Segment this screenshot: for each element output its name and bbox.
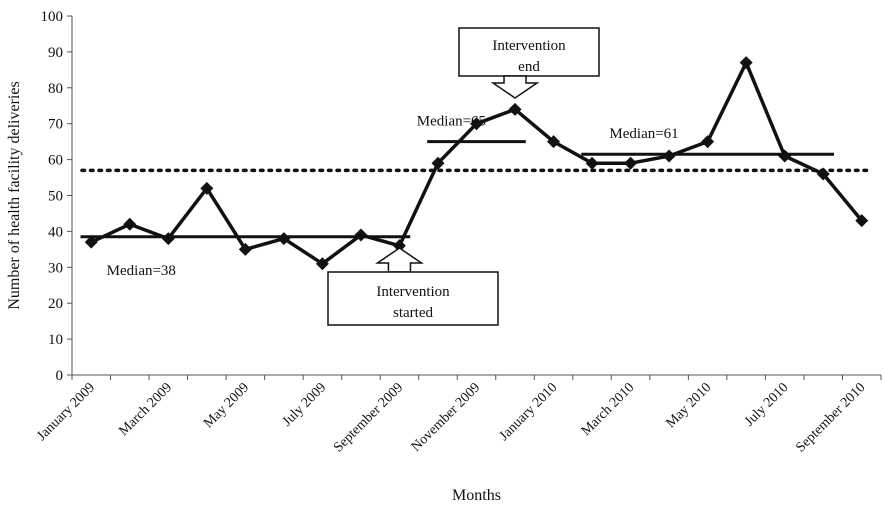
- y-tick-label: 10: [48, 332, 63, 348]
- x-tick-label: January 2010: [497, 380, 561, 444]
- data-point: [200, 181, 214, 195]
- y-tick-label: 20: [48, 296, 63, 312]
- x-tick-label: July 2010: [742, 380, 791, 429]
- x-axis: January 2009 March 2009 May 2009 July 2009 S…: [34, 374, 882, 455]
- callout-text: started: [393, 305, 433, 321]
- x-tick-label: May 2010: [663, 380, 714, 431]
- x-axis-title: Months: [452, 487, 501, 504]
- x-tick-label: January 2009: [34, 380, 98, 444]
- data-point: [508, 102, 522, 116]
- x-tick-label: September 2010: [793, 380, 868, 455]
- y-axis-title: Number of health facility deliveries: [6, 81, 23, 309]
- intervention-end-callout: Intervention end: [458, 27, 600, 99]
- data-point: [855, 214, 869, 228]
- down-arrow: [490, 75, 540, 99]
- callout-box: [327, 271, 499, 326]
- data-point: [123, 217, 137, 231]
- y-tick-label: 30: [48, 260, 63, 276]
- data-point: [431, 156, 445, 170]
- y-tick-label: 80: [48, 81, 63, 97]
- median-label: Median=38: [107, 263, 176, 279]
- y-tick-label: 50: [48, 189, 63, 205]
- up-arrow: [375, 247, 424, 273]
- data-point: [84, 235, 98, 249]
- intervention-started-callout: Intervention started: [327, 247, 499, 326]
- x-tick-label: September 2009: [331, 380, 406, 455]
- data-point: [624, 156, 638, 170]
- data-point: [547, 135, 561, 149]
- y-tick-label: 100: [41, 9, 64, 25]
- callout-text: Intervention: [376, 284, 450, 300]
- median-label: Median=61: [609, 126, 678, 142]
- x-tick-label: November 2009: [409, 380, 484, 455]
- data-point: [238, 242, 252, 256]
- data-point: [470, 117, 483, 131]
- median-label: Median=65: [417, 114, 486, 130]
- x-tick-label: March 2009: [116, 380, 175, 439]
- data-point: [392, 239, 406, 253]
- callout-text: Intervention: [492, 38, 566, 54]
- data-point: [701, 135, 715, 149]
- series: [84, 56, 869, 271]
- y-axis: 0 10 20 30 40 50 60 70 80 90 100: [41, 9, 73, 384]
- callout-text: end: [518, 59, 540, 75]
- y-tick-label: 60: [48, 153, 63, 169]
- data-point: [778, 149, 792, 163]
- y-tick-label: 90: [48, 45, 63, 61]
- data-point: [315, 257, 329, 271]
- data-point: [161, 232, 175, 246]
- data-point: [585, 156, 599, 170]
- series-line: [90, 60, 864, 266]
- x-tick-label: May 2009: [201, 380, 252, 431]
- median-lines: Median=38 Median=65 Median=61: [80, 114, 873, 279]
- y-tick-label: 40: [48, 224, 63, 240]
- data-point: [662, 149, 676, 163]
- y-tick-label: 0: [56, 368, 64, 384]
- data-point: [816, 167, 830, 181]
- data-point: [354, 228, 368, 242]
- x-tick-label: July 2009: [280, 380, 329, 429]
- callout-box: [458, 27, 600, 77]
- y-tick-label: 70: [48, 117, 63, 133]
- data-point: [739, 56, 753, 70]
- x-tick-label: March 2010: [579, 380, 638, 439]
- data-point: [277, 232, 291, 246]
- callouts: Intervention started Intervention end: [327, 27, 600, 326]
